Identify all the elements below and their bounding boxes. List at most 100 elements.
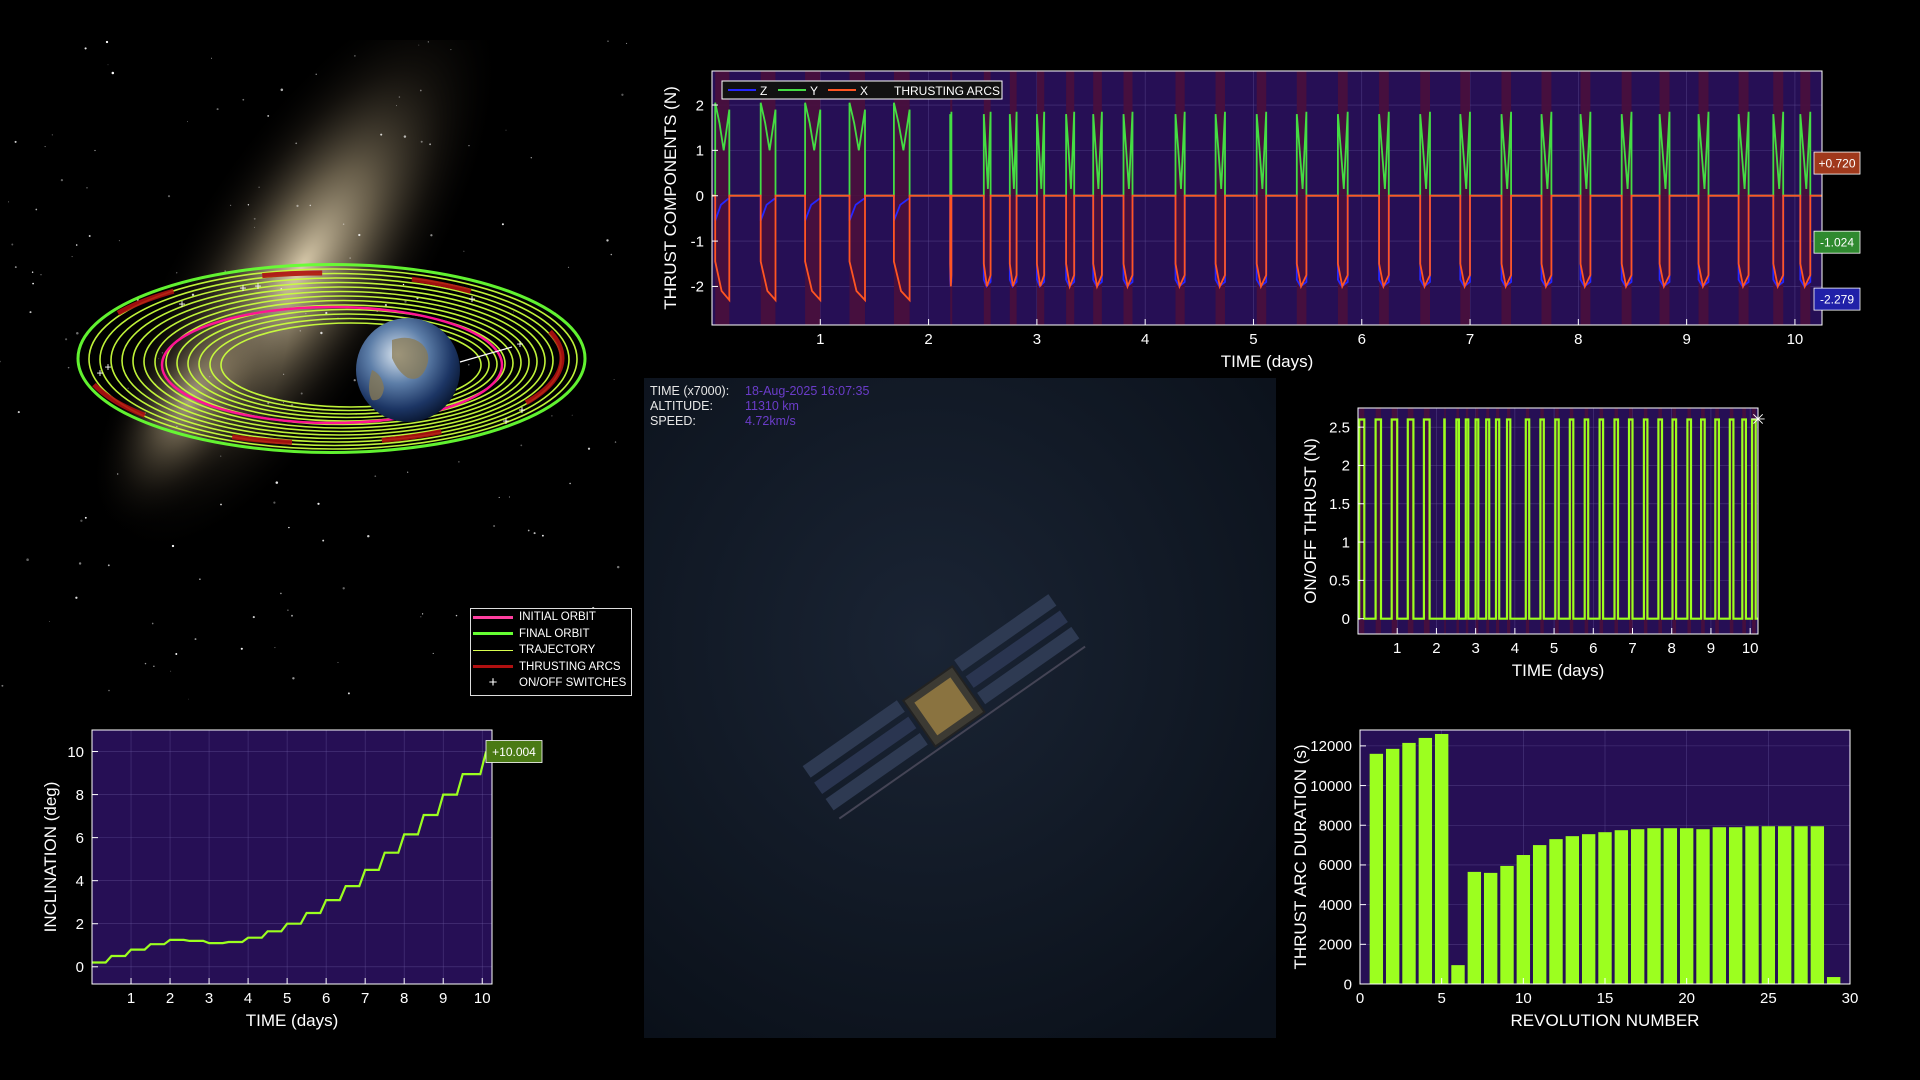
star — [176, 425, 178, 427]
star — [274, 647, 276, 649]
star — [468, 364, 470, 366]
star — [367, 534, 370, 538]
star — [283, 373, 285, 375]
star — [254, 226, 255, 228]
star — [416, 297, 419, 300]
star — [273, 501, 276, 504]
star — [0, 360, 1, 363]
bar — [1500, 865, 1514, 984]
x-tick-label: 9 — [439, 990, 447, 1007]
x-tick-label: 4 — [1511, 640, 1519, 657]
y-tick-label: 6 — [76, 830, 84, 847]
trajectory-ring — [198, 313, 498, 415]
y-tick-label: 4000 — [1319, 897, 1352, 914]
thrusting-arc-band — [1687, 408, 1691, 634]
thrusting-arc-band — [1742, 408, 1746, 634]
star — [242, 98, 245, 101]
y-tick-label: 4 — [76, 873, 84, 890]
legend-label: INITIAL ORBIT — [519, 611, 596, 624]
y-tick-label: -2 — [691, 279, 704, 296]
star — [26, 558, 29, 561]
legend-label: Z — [760, 84, 767, 98]
star — [216, 108, 219, 111]
thrusting-arc-band — [1420, 71, 1430, 325]
star — [40, 274, 42, 276]
star — [402, 283, 405, 286]
x-tick-label: 10 — [1742, 640, 1759, 657]
star — [606, 239, 609, 242]
plot-frame — [91, 729, 493, 985]
thrusting-arc-band — [1379, 71, 1389, 325]
star — [240, 647, 243, 650]
star — [299, 330, 302, 332]
star — [176, 272, 178, 274]
star — [267, 114, 270, 117]
time-label: TIME (x7000): — [650, 384, 730, 398]
thrusting-arc-band — [1701, 408, 1705, 634]
thrusting-arc-band — [1123, 71, 1133, 325]
bar — [1581, 834, 1596, 984]
thrust-components-chart[interactable]: 1 2 3 4 5 6 7 8 9 10 -2 -1 0 1 2 TIME (days) THRUST COMP… — [650, 55, 1880, 385]
star — [498, 496, 500, 498]
x-tick-label: 7 — [1466, 331, 1474, 348]
bar — [1728, 827, 1743, 984]
star — [75, 244, 78, 246]
legend-label: TRAJECTORY — [519, 644, 596, 657]
bar — [1679, 828, 1694, 984]
orbit-3d-view[interactable]: ++++++++++ — [0, 40, 640, 700]
plus-icon: + — [488, 674, 498, 692]
current-point-marker: ✳ — [1750, 409, 1765, 429]
y-tick-label: 1.5 — [1329, 496, 1350, 513]
onoff-switch-marker: + — [516, 337, 523, 351]
bar — [1614, 830, 1629, 984]
onoff-thrust-chart[interactable]: 1 2 3 4 5 6 7 8 9 10 0 0.5 1 1.5 2 2.5 TIME (days) ON/OFF… — [1290, 390, 1900, 710]
bar — [1826, 977, 1841, 984]
plot-frame — [1357, 407, 1759, 635]
star — [188, 698, 189, 700]
star — [320, 331, 323, 335]
x-tick-label: 1 — [127, 990, 135, 1007]
thrusting-arc-band — [1215, 71, 1225, 325]
spacecraft-camera-view[interactable] — [640, 378, 1280, 1038]
y-tick-label: 0 — [76, 959, 84, 976]
legend-label: Y — [810, 84, 818, 98]
plot-area — [92, 730, 492, 984]
thrusting-arc-band — [1628, 408, 1633, 634]
legend-label: ON/OFF SWITCHES — [519, 677, 627, 690]
star — [429, 143, 431, 146]
trajectory-ring — [220, 322, 482, 408]
onoff-switch-marker: + — [502, 414, 509, 428]
x-tick-label: 10 — [1787, 331, 1804, 348]
current-value-label: +10.004 — [492, 745, 536, 759]
star — [505, 129, 507, 131]
thrusting-arc-band — [1698, 71, 1709, 325]
star — [626, 42, 628, 44]
inclination-chart[interactable]: 1 2 3 4 5 6 7 8 9 10 0 2 4 6 8 10 TIME (days) INCLINATION… — [30, 720, 660, 1040]
thrusting-arc-band — [1614, 408, 1618, 634]
x-axis-label: TIME (days) — [1512, 661, 1605, 680]
star — [569, 482, 571, 485]
star — [1, 684, 4, 687]
star — [309, 204, 312, 207]
star — [300, 392, 303, 395]
x-tick-label: 5 — [1249, 331, 1257, 348]
current-value-badge — [485, 740, 543, 763]
onoff-switch-marker: + — [178, 297, 185, 311]
star — [450, 49, 452, 51]
telemetry-readout: TIME (x7000): 18-Aug-2025 16:07:35 ALTITU… — [650, 384, 869, 429]
current-value-badge — [1813, 287, 1861, 311]
star — [315, 73, 317, 75]
star — [292, 677, 295, 680]
thrust-arc-duration-chart[interactable]: 0 5 10 15 20 25 30 0 2000 4000 6000 8000 10000 12000 R… — [1280, 720, 1880, 1040]
x-tick-label: 1 — [1393, 640, 1401, 657]
thrusting-arc-band — [1540, 408, 1544, 634]
trajectory-ring — [154, 295, 530, 429]
star — [305, 313, 307, 315]
legend-label: X — [860, 84, 868, 98]
bar — [1402, 742, 1416, 984]
spacecraft — [802, 594, 1086, 820]
legend-swatch — [473, 615, 513, 619]
x-tick-label: 0 — [1356, 990, 1364, 1007]
star — [420, 140, 423, 143]
thrusting-arc-band — [1525, 408, 1530, 634]
